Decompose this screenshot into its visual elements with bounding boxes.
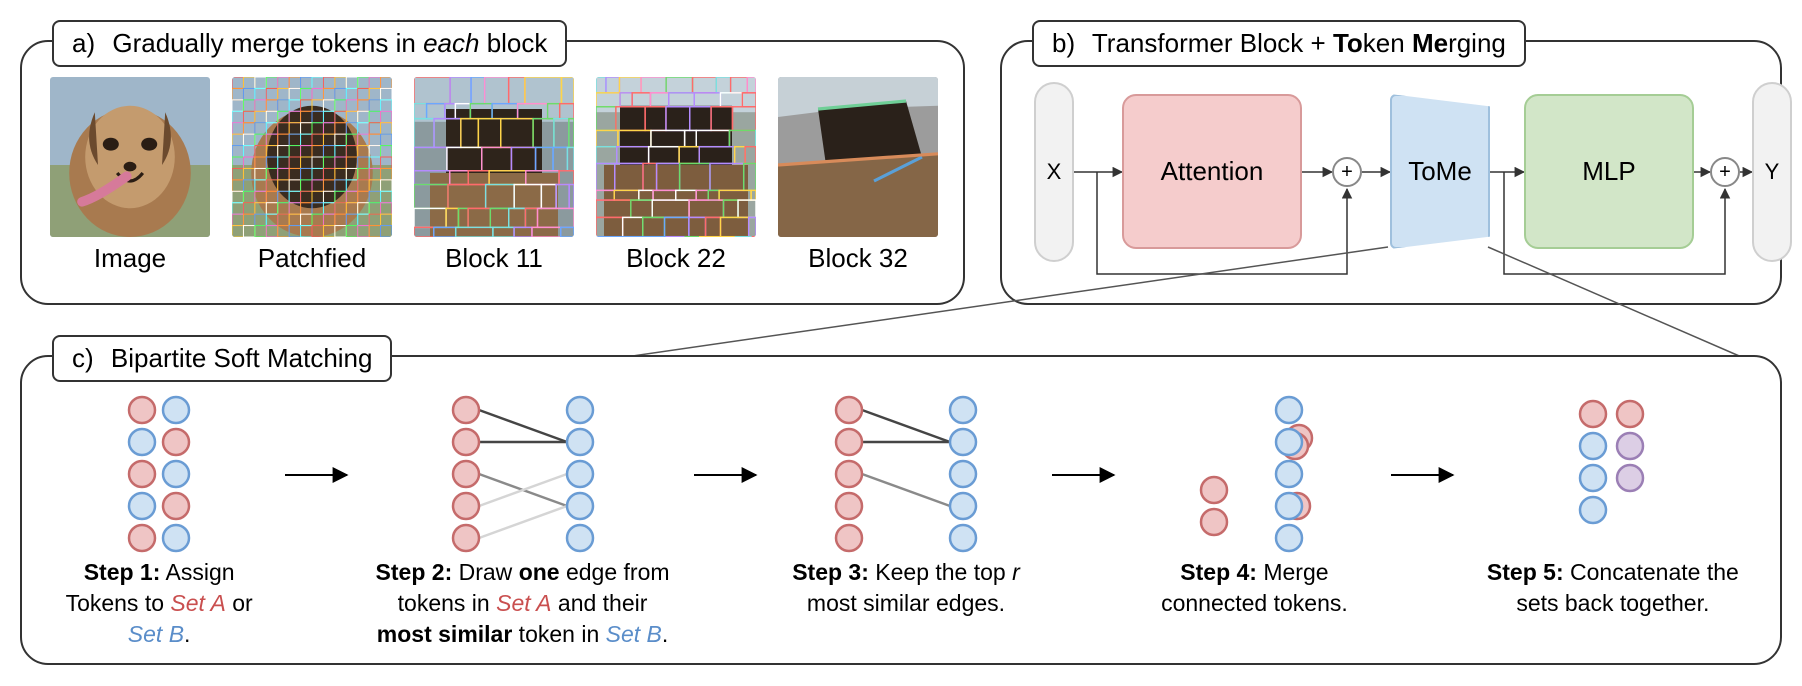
thumb-col-image: Image xyxy=(50,77,210,274)
thumb-label-4: Block 32 xyxy=(808,243,908,274)
attention-node: Attention xyxy=(1122,94,1302,249)
s2-r1: Draw xyxy=(452,559,518,585)
thumb-image xyxy=(50,77,210,237)
s1-bold: Step 1: xyxy=(84,559,161,585)
s2-b3: most similar xyxy=(377,621,513,647)
step2-viz xyxy=(368,392,678,557)
s3-em: r xyxy=(1012,559,1020,585)
step3-caption: Step 3: Keep the top r most similar edge… xyxy=(776,557,1036,619)
s2-tail: . xyxy=(662,621,668,647)
step4-caption: Step 4: Merge connected tokens. xyxy=(1134,557,1374,619)
thumb-patchified xyxy=(232,77,392,237)
thumb-label-1: Patchfied xyxy=(258,243,366,274)
s1-mid: or xyxy=(226,590,253,616)
step5-tokens-icon xyxy=(1558,392,1668,557)
tome-node-label: ToMe xyxy=(1408,156,1472,187)
s1-tail: . xyxy=(184,621,190,647)
thumbnail-row: Image Patchfied xyxy=(22,42,963,284)
x-node-label: X xyxy=(1047,159,1062,185)
step5-viz xyxy=(1473,392,1753,557)
s4-bold: Step 4: xyxy=(1180,559,1257,585)
arrow-3 xyxy=(1050,392,1120,557)
step4-tokens-icon xyxy=(1169,392,1339,557)
arrow-icon xyxy=(283,465,353,485)
step-5: Step 5: Concatenate the sets back togeth… xyxy=(1473,392,1753,619)
step1-tokens-icon xyxy=(114,392,204,557)
thumb-label-3: Block 22 xyxy=(626,243,726,274)
thumb-col-block11: Block 11 xyxy=(414,77,574,274)
step4-viz xyxy=(1134,392,1374,557)
arrow-icon xyxy=(1050,465,1120,485)
panel-a-title-suffix: block xyxy=(479,28,547,58)
panel-a-label: a) Gradually merge tokens in each block xyxy=(52,20,567,67)
s2-setb: Set B xyxy=(606,621,662,647)
panel-c-label: c) Bipartite Soft Matching xyxy=(52,335,392,382)
thumb-block32 xyxy=(778,77,938,237)
s3-rest: Keep the top xyxy=(869,559,1012,585)
panel-c-letter: c) xyxy=(72,343,94,373)
x-node: X xyxy=(1034,82,1074,262)
block11-icon xyxy=(414,77,574,237)
thumb-label-2: Block 11 xyxy=(445,243,543,274)
arrow-2 xyxy=(692,392,762,557)
step5-caption: Step 5: Concatenate the sets back togeth… xyxy=(1473,557,1753,619)
mlp-node: MLP xyxy=(1524,94,1694,249)
thumb-block22 xyxy=(596,77,756,237)
patchified-icon xyxy=(232,77,392,237)
panel-a-letter: a) xyxy=(72,28,95,58)
plus-label-1: + xyxy=(1341,162,1353,182)
block32-icon xyxy=(778,77,938,237)
s2-bold: Step 2: xyxy=(376,559,453,585)
thumb-label-0: Image xyxy=(94,243,166,274)
s1-setb: Set B xyxy=(128,621,184,647)
mlp-node-label: MLP xyxy=(1582,156,1635,187)
step1-caption: Step 1: Assign Tokens to Set A or Set B. xyxy=(49,557,269,650)
thumb-block11 xyxy=(414,77,574,237)
y-node: Y xyxy=(1752,82,1792,262)
s2-b2: one xyxy=(519,559,560,585)
s1-seta: Set A xyxy=(170,590,225,616)
step-3: Step 3: Keep the top r most similar edge… xyxy=(776,392,1036,619)
figure-container: a) Gradually merge tokens in each block xyxy=(20,20,1782,666)
arrow-1 xyxy=(283,392,353,557)
panel-a-title-em: each xyxy=(423,28,479,58)
panel-a-title-prefix: Gradually merge tokens in xyxy=(112,28,423,58)
s2-mid: and their xyxy=(552,590,648,616)
tome-node: ToMe xyxy=(1390,94,1490,249)
arrow-icon xyxy=(1389,465,1459,485)
panel-c-title: Bipartite Soft Matching xyxy=(111,343,373,373)
step2-caption: Step 2: Draw one edge from tokens in Set… xyxy=(368,557,678,650)
attention-node-label: Attention xyxy=(1161,156,1264,187)
dog-image-icon xyxy=(50,77,210,237)
step-2: Step 2: Draw one edge from tokens in Set… xyxy=(368,392,678,650)
step-4: Step 4: Merge connected tokens. xyxy=(1134,392,1374,619)
panel-b: b) Transformer Block + Token Merging xyxy=(1000,40,1782,305)
step2-tokens-icon xyxy=(438,392,608,557)
s3-bold: Step 3: xyxy=(792,559,869,585)
s5-bold: Step 5: xyxy=(1487,559,1564,585)
thumb-col-block32: Block 32 xyxy=(778,77,938,274)
arrow-4 xyxy=(1389,392,1459,557)
s2-seta: Set A xyxy=(496,590,551,616)
steps-row: Step 1: Assign Tokens to Set A or Set B.… xyxy=(22,357,1780,660)
s2-r3: token in xyxy=(512,621,605,647)
step1-viz xyxy=(49,392,269,557)
thumb-col-block22: Block 22 xyxy=(596,77,756,274)
plus-label-2: + xyxy=(1719,162,1731,182)
thumb-col-patchified: Patchfied xyxy=(232,77,392,274)
plus-node-1: + xyxy=(1332,157,1362,187)
arrow-icon xyxy=(692,465,762,485)
step3-tokens-icon xyxy=(821,392,991,557)
plus-node-2: + xyxy=(1710,157,1740,187)
panel-a: a) Gradually merge tokens in each block xyxy=(20,40,965,305)
step-1: Step 1: Assign Tokens to Set A or Set B. xyxy=(49,392,269,650)
block22-icon xyxy=(596,77,756,237)
block-diagram: X Attention + ToMe MLP + Y xyxy=(1002,42,1780,303)
s3-tail: most similar edges. xyxy=(807,590,1005,616)
y-node-label: Y xyxy=(1765,159,1780,185)
step3-viz xyxy=(776,392,1036,557)
panel-c: c) Bipartite Soft Matching Step 1: Assig… xyxy=(20,355,1782,665)
